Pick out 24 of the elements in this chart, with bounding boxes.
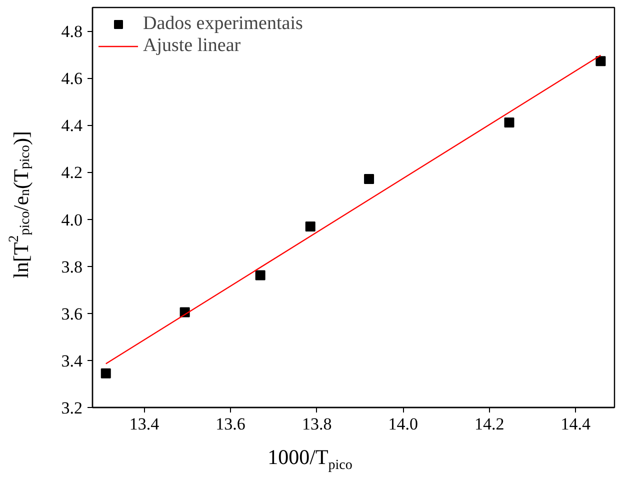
point [504,118,514,128]
legend-label: Dados experimentais [143,13,303,35]
point [596,56,606,66]
point [100,368,111,378]
y-tick-label: 4.0 [61,210,82,230]
y-tick-label: 4.4 [61,116,83,136]
x-axis-title: 1000/T$_{pico}$ [268,445,352,473]
y-tick-label: 4.8 [61,22,82,42]
x-tick-label: 13.6 [216,414,246,434]
point [305,222,316,232]
x-tick-label: 13.4 [129,414,160,434]
legend-label: Ajuste linear [143,35,241,57]
y-tick-label: 3.8 [61,257,82,276]
x-tick-label: 14.4 [560,414,592,434]
x-tick-label: 14.0 [388,414,418,434]
point [364,174,374,184]
y-tick-label: 4.2 [61,163,82,182]
y-tick-label: 3.6 [61,304,82,324]
point [255,270,266,280]
y-tick-label: 3.2 [61,398,82,418]
x-tick-label: 14.2 [474,414,504,434]
x-tick-label: 13.8 [302,414,332,434]
y-tick-label: 3.4 [61,351,83,370]
y-tick-label: 4.6 [61,69,82,88]
